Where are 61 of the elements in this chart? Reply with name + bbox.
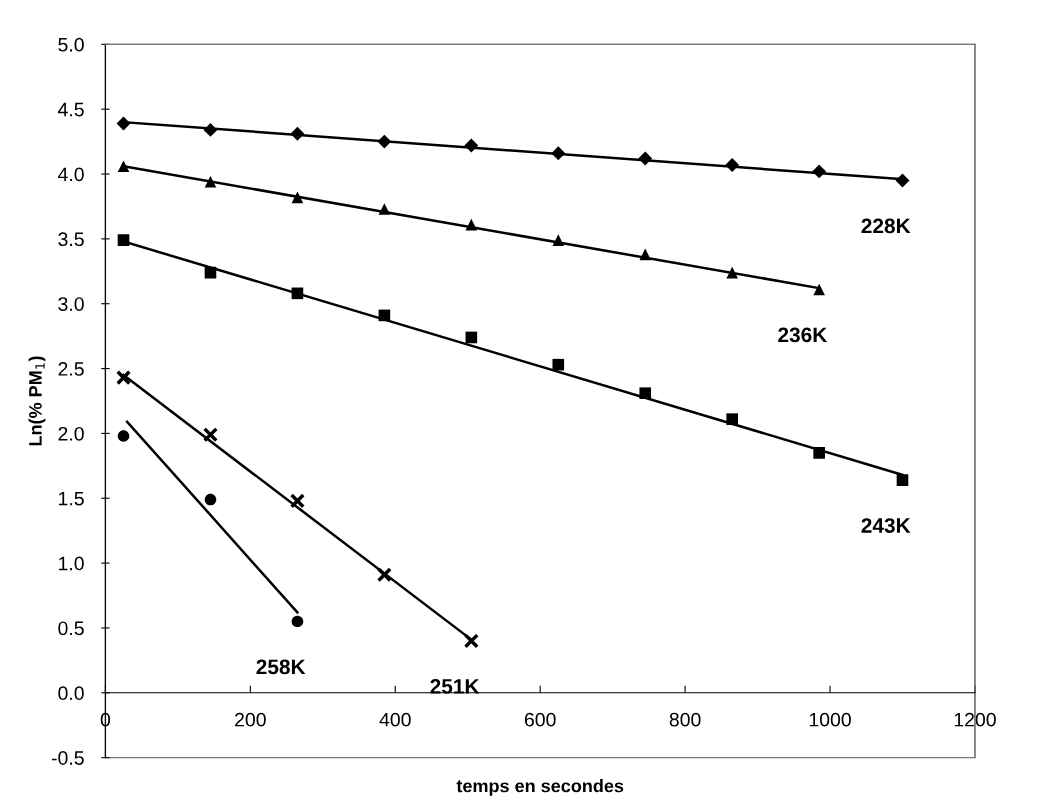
point <box>203 122 218 137</box>
y-tick-label: 2.5 <box>58 362 84 376</box>
point <box>551 146 566 161</box>
point <box>464 138 479 153</box>
x-tick-label: 600 <box>524 712 556 727</box>
point <box>378 309 391 322</box>
y-tick-label: 1.0 <box>59 556 84 571</box>
series-label: 236K <box>778 327 828 343</box>
y-tick-label: 5.0 <box>58 37 84 52</box>
point <box>726 266 739 279</box>
y-axis-title: Ln(% PM$_{1}$) <box>28 356 46 446</box>
y-tick-label: 1.5 <box>59 491 84 506</box>
y-tick-label: 4.0 <box>57 167 84 182</box>
point <box>465 331 478 344</box>
series-label: 258K <box>256 659 306 675</box>
y-tick-label: 2.0 <box>58 426 84 441</box>
point <box>377 134 392 149</box>
point <box>290 126 305 141</box>
series-label: 243K <box>861 518 911 533</box>
point <box>291 615 304 628</box>
y-tick-label: 4.5 <box>57 102 84 117</box>
point <box>813 447 825 459</box>
point <box>812 164 827 179</box>
point <box>291 191 304 204</box>
point <box>463 633 479 649</box>
point <box>638 151 653 166</box>
x-tick-label: 400 <box>379 712 411 727</box>
point <box>117 430 130 442</box>
x-tick-label: 200 <box>235 712 266 727</box>
point <box>117 160 130 173</box>
point <box>639 248 652 261</box>
point <box>289 493 305 509</box>
point <box>291 287 304 300</box>
y-tick-label: 3.0 <box>58 297 84 311</box>
point <box>896 474 909 486</box>
point <box>117 234 130 246</box>
point <box>378 203 391 215</box>
point <box>552 234 565 246</box>
x-tick-label: 1000 <box>809 712 851 727</box>
series-label: 228K <box>861 218 911 234</box>
point <box>725 158 740 172</box>
y-tick-label: 3.5 <box>58 232 84 247</box>
x-tick-label: 800 <box>669 712 701 727</box>
point <box>465 218 478 231</box>
point <box>202 427 219 443</box>
point <box>204 266 217 279</box>
point <box>115 370 132 386</box>
point <box>116 116 131 131</box>
y-tick-label: -0.5 <box>51 751 84 765</box>
x-tick-label: 1200 <box>954 712 996 727</box>
point <box>639 387 652 400</box>
point <box>376 567 392 583</box>
point <box>726 413 739 425</box>
point <box>204 175 217 188</box>
point <box>204 493 217 506</box>
series-label: 251K <box>430 678 480 694</box>
point <box>813 283 825 296</box>
y-tick-label: 0.5 <box>58 621 84 636</box>
point <box>552 358 565 371</box>
y-tick-label: 0.0 <box>58 686 84 701</box>
x-axis-title: temps en secondes <box>456 779 624 796</box>
